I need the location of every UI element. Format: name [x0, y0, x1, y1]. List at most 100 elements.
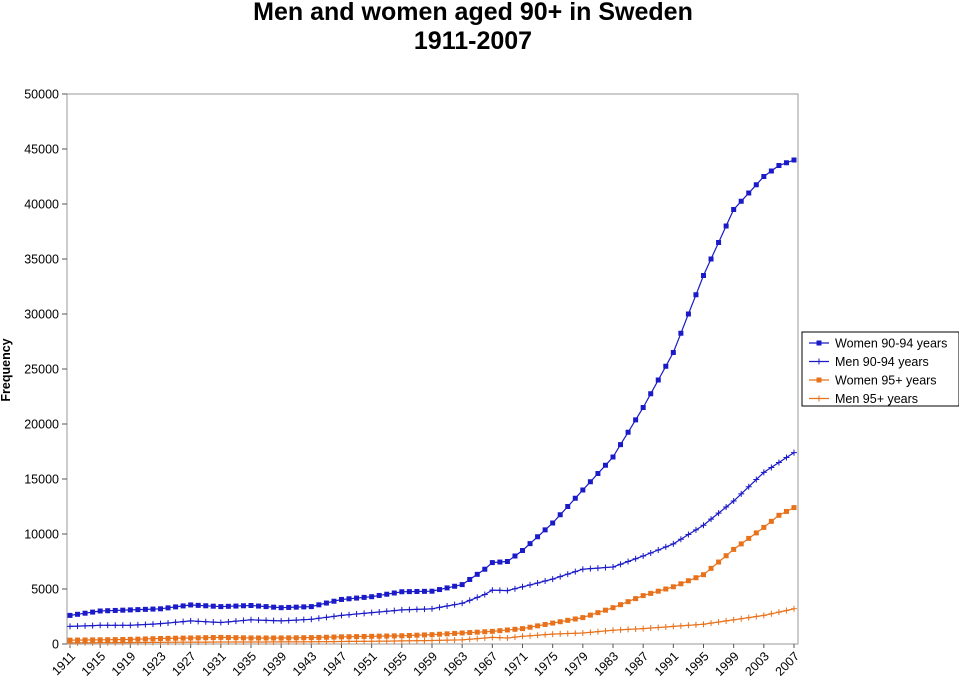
data-point: [308, 635, 314, 641]
data-point: [421, 632, 427, 638]
data-point: [233, 603, 239, 609]
x-tick-label: 2007: [773, 649, 803, 679]
data-point: [617, 626, 624, 633]
data-point: [557, 619, 563, 625]
data-point: [625, 558, 632, 565]
data-point: [158, 606, 163, 612]
data-point: [791, 157, 797, 163]
chart-subtitle: 1911-2007: [414, 27, 532, 55]
data-point: [202, 639, 209, 646]
data-point: [368, 609, 375, 616]
series-group: [67, 157, 797, 646]
series-line: [69, 159, 795, 616]
data-point: [180, 639, 187, 646]
data-point: [753, 530, 759, 536]
data-point: [354, 595, 360, 601]
data-point: [595, 610, 601, 616]
data-point: [738, 541, 744, 547]
data-point: [519, 583, 526, 590]
data-point: [655, 377, 661, 383]
data-point: [361, 633, 367, 639]
data-point: [579, 566, 586, 573]
legend-marker: [816, 377, 822, 383]
data-point: [640, 625, 647, 632]
data-point: [723, 617, 730, 624]
data-point: [444, 631, 450, 637]
data-point: [497, 628, 503, 634]
data-point: [481, 591, 488, 598]
data-point: [497, 559, 503, 565]
data-point: [97, 622, 104, 629]
data-point: [149, 639, 156, 646]
data-point: [466, 597, 473, 604]
data-point: [512, 626, 518, 632]
x-tick-label: 1943: [290, 649, 320, 679]
data-point: [346, 596, 352, 602]
data-point: [316, 602, 322, 608]
data-point: [745, 483, 752, 490]
data-point: [225, 635, 231, 641]
data-point: [451, 636, 458, 643]
data-point: [444, 585, 450, 591]
data-point: [610, 627, 616, 634]
data-point: [74, 623, 81, 630]
data-point: [270, 638, 277, 645]
data-point: [82, 639, 89, 646]
data-point: [406, 637, 413, 644]
data-point: [286, 635, 292, 641]
data-point: [534, 632, 541, 639]
data-point: [572, 495, 578, 501]
data-point: [127, 607, 133, 613]
data-point: [308, 616, 315, 623]
data-point: [263, 638, 270, 645]
data-point: [527, 624, 533, 630]
data-point: [255, 638, 262, 645]
data-point: [549, 631, 556, 638]
data-point: [557, 573, 564, 580]
data-point: [745, 614, 752, 621]
data-point: [564, 630, 571, 637]
x-tick-label: 1915: [79, 649, 109, 679]
data-point: [384, 633, 390, 639]
series-0: [67, 157, 797, 618]
data-point: [278, 605, 284, 611]
data-point: [760, 612, 767, 619]
data-point: [459, 630, 465, 636]
y-tick-label: 50000: [24, 88, 59, 102]
data-point: [323, 614, 330, 621]
data-point: [406, 606, 413, 613]
y-tick-label: 15000: [24, 473, 59, 487]
data-point: [459, 636, 466, 643]
legend-label: Women 95+ years: [835, 374, 937, 388]
data-point: [104, 639, 111, 646]
data-point: [474, 594, 481, 601]
data-point: [414, 588, 420, 594]
data-point: [489, 634, 496, 641]
data-point: [436, 604, 443, 611]
data-point: [421, 637, 428, 644]
data-point: [331, 598, 337, 604]
data-point: [783, 508, 789, 514]
data-point: [316, 634, 322, 640]
data-point: [225, 639, 232, 646]
data-point: [542, 578, 549, 585]
data-point: [127, 639, 134, 646]
data-point: [315, 638, 322, 645]
data-point: [391, 590, 397, 596]
x-tick-label: 1951: [350, 649, 380, 679]
data-point: [188, 602, 194, 608]
data-point: [496, 587, 503, 594]
data-point: [376, 592, 382, 598]
data-point: [534, 579, 541, 586]
data-point: [369, 633, 375, 639]
data-point: [240, 639, 247, 646]
data-point: [791, 449, 797, 456]
data-point: [572, 630, 579, 637]
data-point: [474, 571, 480, 577]
data-point: [662, 543, 669, 550]
data-point: [625, 626, 632, 633]
data-point: [150, 636, 156, 642]
data-point: [474, 635, 481, 642]
data-point: [587, 565, 594, 572]
legend-label: Women 90-94 years: [835, 337, 947, 351]
